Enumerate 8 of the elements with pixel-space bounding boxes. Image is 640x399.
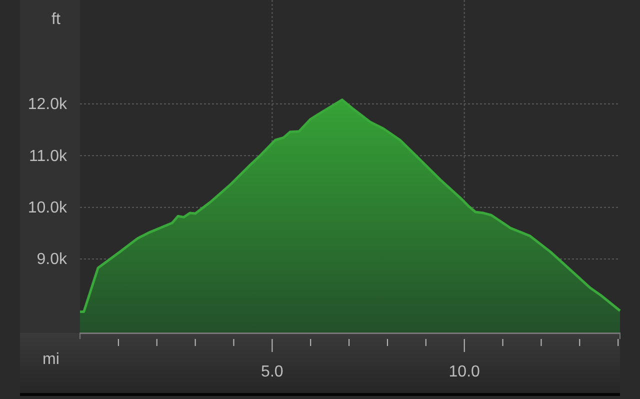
y-tick-label: 12.0k xyxy=(28,96,68,114)
x-tick-label: 5.0 xyxy=(261,363,284,380)
y-tick-label: 9.0k xyxy=(36,251,68,268)
y-tick-label: 11.0k xyxy=(29,148,68,165)
x-axis-title: mi xyxy=(42,351,60,368)
x-tick-label: 10.0 xyxy=(448,363,480,380)
y-axis-title: ft xyxy=(52,11,61,28)
y-tick-label: 10.0k xyxy=(28,199,68,216)
